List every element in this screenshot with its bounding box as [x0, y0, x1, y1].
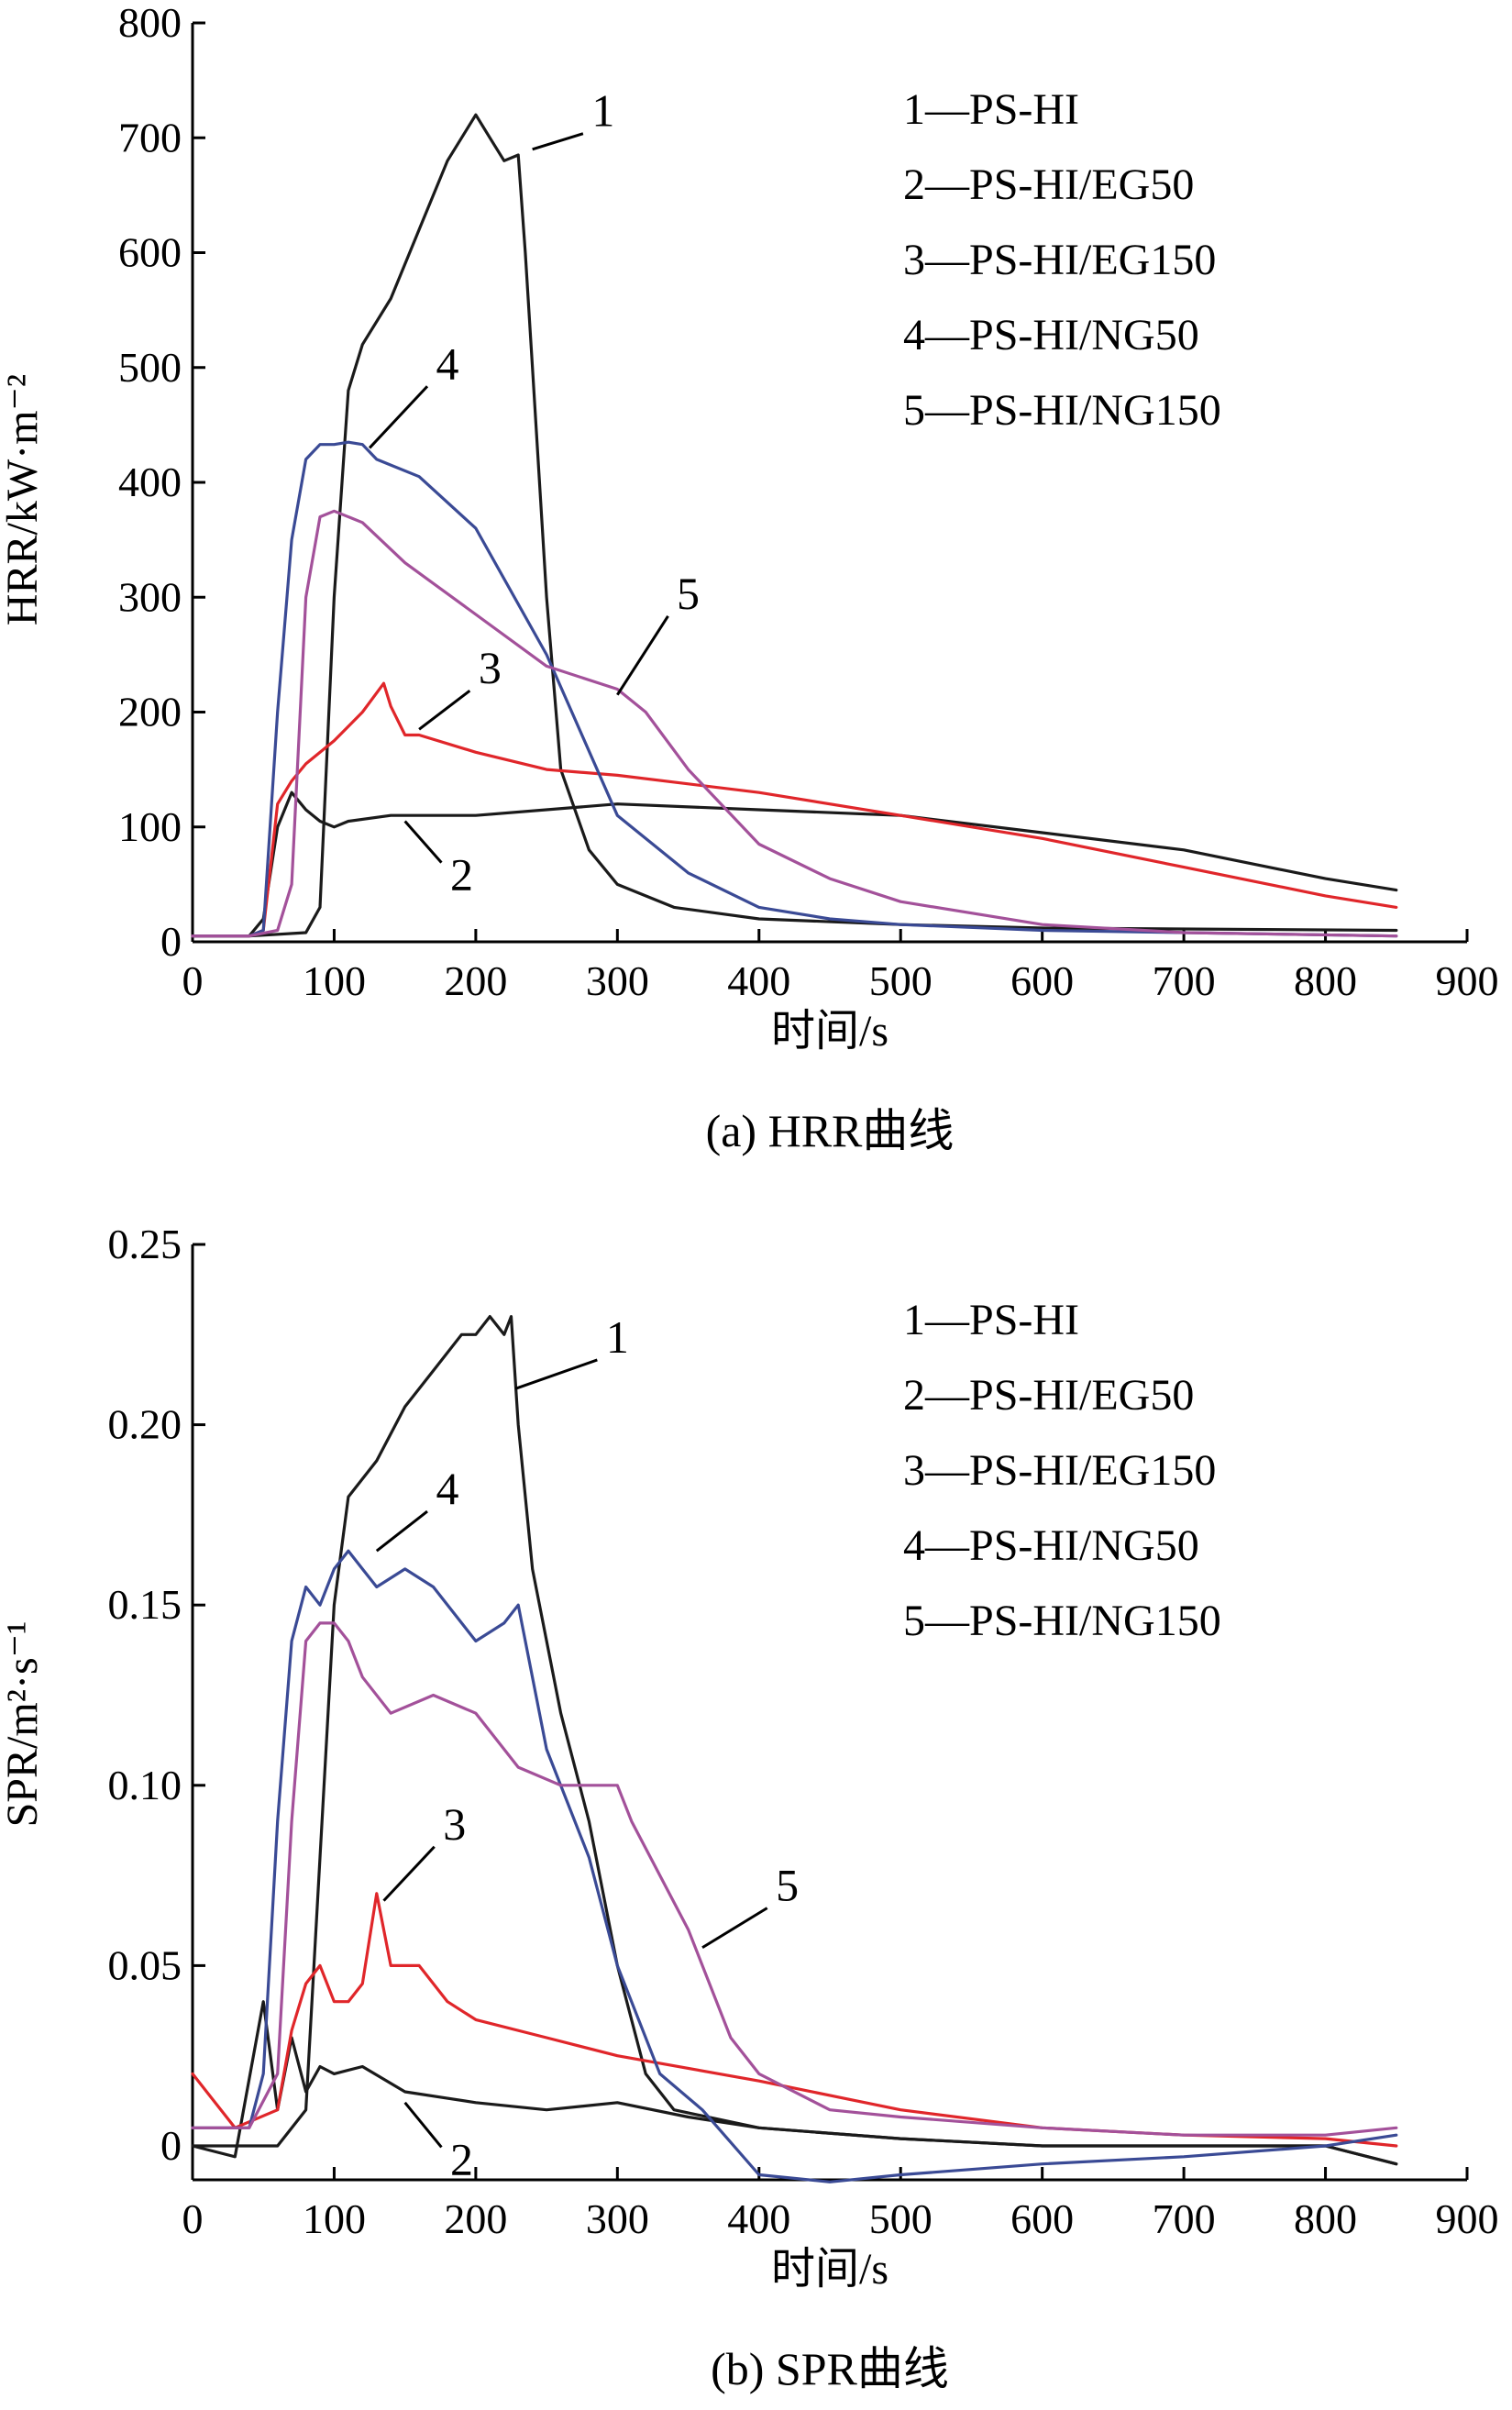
panel-a-legend-3: 3—PS-HI/EG150 [903, 236, 1216, 284]
panel-a: 0 100 200 300 400 500 600 700 800 0 100 200 300 400 5… [0, 0, 1499, 1156]
panel-b-y-tick-label: 0.20 [108, 1401, 182, 1448]
panel-a-y-tick-label: 200 [118, 689, 182, 735]
panel-a-legend-4: 4—PS-HI/NG50 [903, 311, 1199, 359]
panel-a-leaders [368, 132, 669, 864]
panel-b-y-tick-label: 0 [160, 2122, 182, 2169]
panel-b-legend-1: 1—PS-HI [903, 1296, 1079, 1344]
panel-b-x-tick-label: 500 [869, 2195, 933, 2242]
panel-b-caption: (b) SPR曲线 [711, 2343, 949, 2394]
panel-b-x-tick-label: 300 [586, 2195, 649, 2242]
panel-b-y-tick-label: 0.15 [108, 1581, 182, 1628]
panel-b-leader-4 [375, 1509, 428, 1553]
panel-b-x-tick-label: 400 [727, 2195, 790, 2242]
panel-b-y-ticks: 0 0.05 0.10 0.15 0.20 0.25 [108, 1221, 205, 2169]
panel-a-series-4 [191, 440, 1398, 938]
panel-b-legend-3: 3—PS-HI/EG150 [903, 1446, 1216, 1495]
panel-b-y-label: SPR/m²·s⁻¹ [0, 1621, 47, 1828]
panel-a-x-tick-label: 900 [1436, 957, 1499, 1004]
panel-b-y-tick-label: 0.10 [108, 1762, 182, 1808]
panel-b-x-ticks: 0 100 200 300 400 500 600 700 800 900 [182, 2167, 1499, 2242]
panel-b-x-label: 时间/s [771, 2245, 888, 2294]
panel-a-series-1 [191, 113, 1398, 938]
panel-b-leader-3 [382, 1845, 436, 1902]
panel-b-y-tick-label: 0.05 [108, 1941, 182, 1988]
panel-a-x-tick-label: 100 [303, 957, 366, 1004]
panel-b-leader-1 [514, 1358, 598, 1390]
panel-b-series-4 [191, 1549, 1398, 2183]
panel-a-legend-5: 5—PS-HI/NG150 [903, 386, 1221, 435]
panel-b-x-tick-label: 600 [1010, 2195, 1074, 2242]
panel-a-series-3 [191, 681, 1398, 938]
panel-a-leader-5 [616, 614, 669, 696]
panel-a-leader-1 [532, 132, 584, 151]
panel-a-y-tick-label: 0 [160, 918, 182, 965]
panel-a-series-label-2: 2 [450, 849, 473, 901]
panel-a-series-label-3: 3 [479, 642, 502, 693]
panel-a-x-tick-label: 400 [727, 957, 790, 1004]
panel-a-x-tick-label: 700 [1153, 957, 1216, 1004]
panel-a-y-ticks: 0 100 200 300 400 500 600 700 800 [118, 0, 205, 965]
panel-b-series [191, 1315, 1398, 2183]
panel-a-x-tick-label: 300 [586, 957, 649, 1004]
panel-b-axes [191, 1244, 1467, 2182]
panel-a-legend: 1—PS-HI 2—PS-HI/EG50 3—PS-HI/EG150 4—PS-… [903, 85, 1221, 435]
panel-a-y-tick-label: 600 [118, 229, 182, 276]
panel-a-y-tick-label: 100 [118, 803, 182, 850]
panel-b-x-tick-label: 200 [444, 2195, 507, 2242]
panel-a-leader-2 [403, 820, 443, 864]
panel-b-leader-2 [403, 2101, 443, 2149]
panel-b-legend-4: 4—PS-HI/NG50 [903, 1521, 1199, 1570]
panel-a-x-tick-label: 800 [1294, 957, 1357, 1004]
panel-b-series-5 [191, 1621, 1398, 2137]
panel-a-x-ticks: 0 100 200 300 400 500 600 700 800 900 [182, 929, 1499, 1004]
panel-b-legend: 1—PS-HI 2—PS-HI/EG50 3—PS-HI/EG150 4—PS-… [903, 1296, 1221, 1645]
panel-b-legend-2: 2—PS-HI/EG50 [903, 1371, 1194, 1420]
panel-b-annotations: 1 4 3 5 2 [436, 1311, 800, 2184]
panel-b-leader-5 [701, 1907, 768, 1950]
panel-a-y-label: HRR/kW·m⁻² [0, 374, 47, 625]
panel-a-legend-2: 2—PS-HI/EG50 [903, 160, 1194, 209]
panel-a-caption: (a) HRR曲线 [706, 1105, 955, 1156]
panel-a-series-label-4: 4 [436, 337, 459, 389]
panel-a-series-label-5: 5 [677, 568, 700, 619]
panel-a-x-tick-label: 500 [869, 957, 933, 1004]
panel-b-leaders [375, 1358, 768, 2149]
panel-a-y-tick-label: 700 [118, 114, 182, 160]
panel-a-series-2 [191, 790, 1398, 938]
panel-a-series-5 [191, 509, 1398, 938]
panel-a-x-tick-label: 600 [1010, 957, 1074, 1004]
panel-a-x-tick-label: 200 [444, 957, 507, 1004]
panel-b-series-label-3: 3 [443, 1798, 466, 1850]
panel-b-x-tick-label: 800 [1294, 2195, 1357, 2242]
panel-b: 0 0.05 0.10 0.15 0.20 0.25 0 100 200 300 400 500 60… [0, 1221, 1499, 2394]
panel-a-y-tick-label: 500 [118, 344, 182, 391]
panel-a-series [191, 113, 1398, 938]
panel-b-series-label-1: 1 [606, 1311, 629, 1363]
panel-b-x-tick-label: 0 [182, 2195, 204, 2242]
panel-b-series-2 [191, 2000, 1398, 2166]
panel-a-x-tick-label: 0 [182, 957, 204, 1004]
panel-b-series-label-2: 2 [450, 2133, 473, 2184]
panel-b-legend-5: 5—PS-HI/NG150 [903, 1597, 1221, 1645]
panel-a-y-tick-label: 300 [118, 573, 182, 620]
panel-b-x-tick-label: 700 [1153, 2195, 1216, 2242]
panel-a-leader-3 [418, 689, 471, 731]
panel-b-series-label-5: 5 [776, 1860, 799, 1911]
panel-b-series-1 [191, 1315, 1398, 2166]
panel-a-annotations: 1 4 3 5 2 [436, 85, 701, 901]
panel-b-x-tick-label: 100 [303, 2195, 366, 2242]
panel-a-series-label-1: 1 [591, 85, 614, 137]
panel-b-series-3 [191, 1892, 1398, 2148]
panel-a-legend-1: 1—PS-HI [903, 85, 1079, 134]
panel-a-x-label: 时间/s [771, 1007, 888, 1056]
panel-b-series-label-4: 4 [436, 1463, 459, 1514]
panel-b-y-tick-label: 0.25 [108, 1221, 182, 1267]
panel-b-x-tick-label: 900 [1436, 2195, 1499, 2242]
panel-a-leader-4 [368, 385, 429, 449]
panel-a-y-tick-label: 400 [118, 459, 182, 505]
panel-a-y-tick-label: 800 [118, 0, 182, 46]
